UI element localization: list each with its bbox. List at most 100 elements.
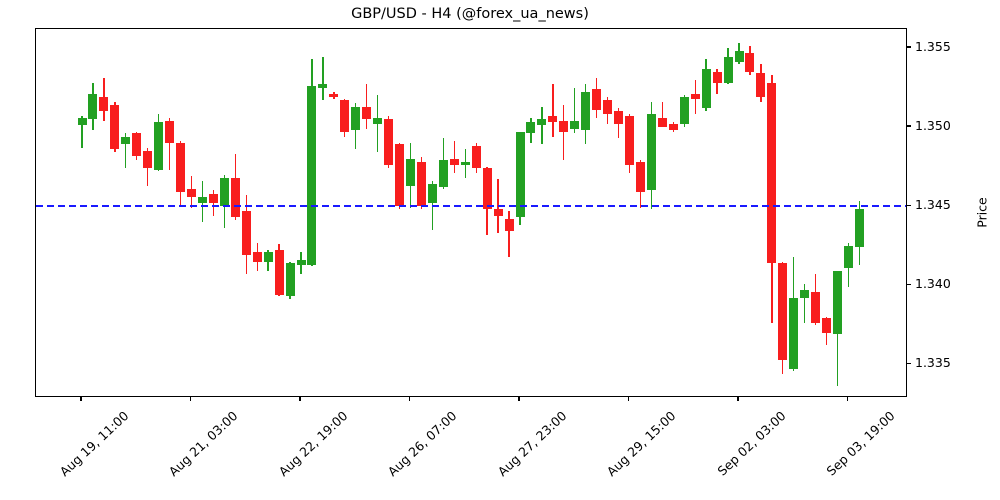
candle-wick — [563, 104, 565, 161]
x-tick-label: Aug 22, 19:00 — [275, 408, 351, 480]
candle-body-down — [635, 161, 645, 192]
y-tick-label: 1.350 — [915, 118, 951, 134]
candle-wick — [322, 57, 324, 101]
candle-body-up — [307, 85, 317, 265]
candle-wick — [125, 133, 127, 169]
y-tick-label: 1.355 — [915, 38, 951, 54]
candle-wick — [552, 84, 554, 137]
candle-body-up — [581, 92, 591, 131]
candle-body-down — [449, 158, 459, 166]
candle-body-down — [99, 97, 109, 112]
plot-area — [35, 28, 907, 397]
candle-body-down — [548, 116, 558, 123]
candle-body-up — [263, 252, 273, 262]
candle-body-up — [438, 160, 448, 188]
candle-body-down — [329, 93, 339, 97]
x-tick-label: Sep 02, 03:00 — [714, 408, 789, 479]
candle-body-up — [679, 97, 689, 124]
candle-body-down — [614, 111, 624, 124]
x-tick-mark — [408, 396, 411, 401]
candle-body-down — [690, 93, 700, 99]
candle-body-down — [504, 218, 514, 232]
chart-title: GBP/USD - H4 (@forex_ua_news) — [351, 6, 589, 22]
candle-body-down — [340, 100, 350, 132]
candle-body-down — [143, 150, 153, 169]
x-tick-label: Aug 19, 11:00 — [56, 408, 132, 480]
candle-body-down — [187, 188, 196, 197]
candle-body-down — [208, 193, 218, 203]
candle-body-down — [132, 133, 142, 156]
x-tick-label: Aug 27, 23:00 — [494, 408, 570, 480]
candle-body-up — [537, 119, 547, 126]
candle-body-up — [197, 196, 207, 203]
candle-body-up — [318, 84, 328, 88]
x-tick-label: Aug 29, 15:00 — [603, 408, 679, 480]
candle-body-up — [854, 209, 864, 248]
candle-body-down — [274, 250, 284, 295]
x-tick-label: Aug 21, 03:00 — [165, 408, 241, 480]
candle-body-up — [285, 263, 295, 297]
candle-body-up — [121, 136, 131, 145]
candle-body-up — [296, 259, 306, 265]
candle-body-down — [471, 146, 481, 169]
candle-wick — [508, 210, 510, 257]
candle-body-up — [570, 120, 580, 129]
candle-wick — [453, 141, 455, 173]
x-tick-mark — [518, 396, 520, 401]
x-tick-mark — [627, 396, 630, 401]
y-tick-mark — [906, 204, 911, 206]
candle-body-down — [493, 209, 503, 216]
candle-body-down — [811, 291, 821, 324]
x-tick-mark — [737, 396, 739, 401]
candle-body-down — [241, 210, 251, 256]
candle-body-up — [373, 117, 383, 124]
candle-body-up — [515, 131, 525, 218]
candle-wick — [81, 116, 83, 148]
candle-body-up — [406, 158, 415, 186]
x-tick-label: Sep 03, 19:00 — [823, 408, 898, 479]
candle-body-up — [154, 122, 164, 170]
x-tick-mark — [80, 396, 82, 401]
candle-body-up — [526, 122, 536, 134]
x-tick-mark — [846, 396, 849, 401]
candle-wick — [804, 283, 806, 324]
candle-body-up — [427, 184, 437, 203]
x-tick-label: Aug 26, 07:00 — [384, 408, 460, 480]
candle-body-down — [712, 71, 722, 83]
candle-body-up — [646, 114, 656, 191]
candle-body-down — [745, 52, 755, 72]
candle-body-down — [384, 119, 394, 166]
x-tick-mark — [189, 396, 192, 401]
candle-body-down — [110, 104, 120, 150]
y-tick-mark — [906, 283, 911, 285]
candle-body-up — [723, 57, 733, 83]
candle-body-up — [800, 290, 810, 298]
candle-body-up — [460, 161, 470, 166]
candle-body-up — [833, 271, 843, 335]
y-axis-title: Price — [974, 197, 990, 228]
candle-body-down — [822, 318, 832, 333]
y-tick-label: 1.345 — [915, 197, 951, 213]
y-tick-mark — [906, 125, 911, 127]
candle-body-down — [165, 120, 175, 143]
candle-body-down — [559, 120, 569, 132]
candle-body-down — [482, 168, 492, 210]
candle-body-down — [668, 123, 678, 131]
y-tick-mark — [906, 46, 911, 48]
candle-wick — [574, 87, 576, 134]
candle-wick — [541, 106, 543, 145]
candle-body-up — [88, 93, 98, 120]
y-tick-label: 1.335 — [915, 355, 951, 371]
candle-body-down — [176, 142, 186, 192]
candle-body-down — [767, 82, 777, 264]
candle-body-down — [416, 161, 426, 207]
x-tick-mark — [299, 396, 301, 401]
candle-body-up — [351, 106, 361, 131]
candle-wick — [376, 95, 379, 153]
y-tick-mark — [906, 362, 911, 364]
candle-body-up — [844, 245, 853, 268]
candle-body-up — [701, 68, 711, 109]
candle-body-up — [219, 177, 229, 207]
candle-body-down — [778, 263, 788, 360]
